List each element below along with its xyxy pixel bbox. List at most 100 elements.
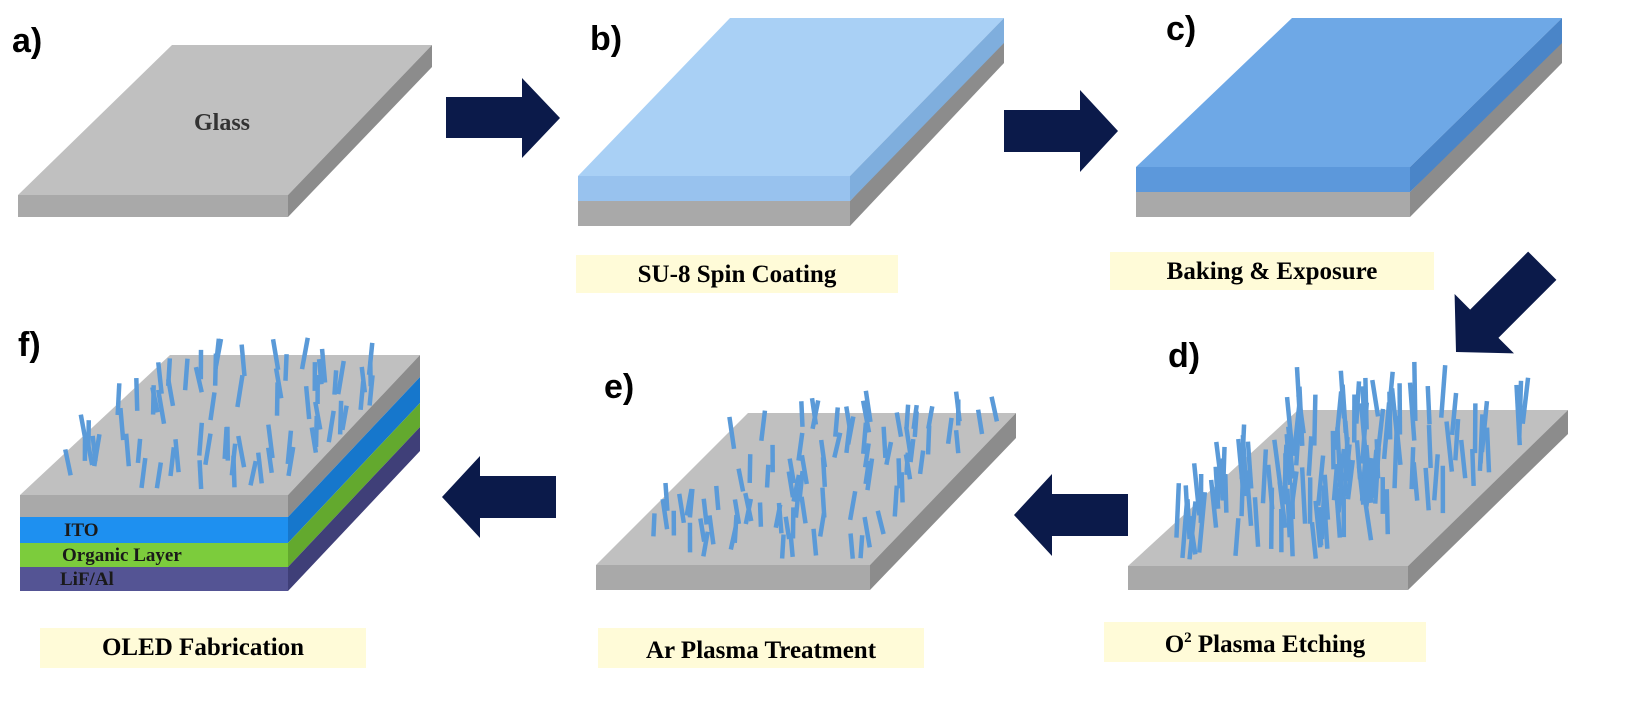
e-nanopillar bbox=[820, 487, 827, 518]
d-nanopillar bbox=[1239, 424, 1247, 479]
d-nanopillar bbox=[1333, 483, 1343, 538]
step-d-caption-prefix: O bbox=[1165, 631, 1184, 658]
f-nanopillar bbox=[316, 358, 324, 385]
f-nanopillar bbox=[332, 370, 339, 395]
e-nanopillar bbox=[904, 404, 911, 428]
e-nanopillar bbox=[945, 417, 954, 445]
f-glass-side-face bbox=[288, 355, 420, 517]
d-nanopillar bbox=[1364, 444, 1374, 504]
e-nanopillar bbox=[881, 426, 888, 459]
f-nanopillar bbox=[63, 449, 73, 476]
d-nanopillar bbox=[1286, 426, 1296, 479]
step-c-label: c) bbox=[1166, 10, 1196, 48]
f-nanopillar bbox=[358, 380, 366, 411]
d-nanopillar bbox=[1289, 482, 1296, 520]
arrow-a-to-b bbox=[446, 78, 560, 158]
e-nanopillar bbox=[773, 504, 783, 529]
e-nanopillar bbox=[953, 430, 961, 454]
e-nanopillar bbox=[787, 458, 797, 484]
f-nanopillar bbox=[286, 446, 296, 477]
e-nanopillar bbox=[727, 416, 737, 450]
step-b-caption-box bbox=[576, 255, 898, 293]
step-e-label: e) bbox=[604, 368, 634, 406]
f-nanopillar bbox=[166, 378, 176, 407]
e-nanopillar bbox=[796, 432, 805, 461]
step-c-caption-box bbox=[1110, 252, 1434, 290]
step-e-caption-box bbox=[598, 628, 924, 668]
d-nanopillar bbox=[1187, 501, 1198, 560]
cathode-layer-label: LiF/Al bbox=[60, 569, 114, 590]
d-nanopillar bbox=[1343, 444, 1352, 482]
f-nanopillar bbox=[283, 354, 289, 381]
e-nanopillar bbox=[865, 458, 875, 491]
f-nanopillar bbox=[173, 439, 181, 473]
organic-layer-label: Organic Layer bbox=[62, 545, 182, 566]
d-nanopillar bbox=[1438, 365, 1448, 418]
e-nanopillar bbox=[892, 485, 900, 517]
e-nanopillar bbox=[848, 533, 856, 559]
e-nanopillar bbox=[743, 492, 754, 522]
d-nanopillar bbox=[1384, 489, 1391, 535]
step-e-ar-plasma: e) Ar Plasma Treatment bbox=[596, 368, 1016, 668]
e-nanopillar bbox=[917, 450, 926, 475]
step-c-caption: Baking & Exposure bbox=[1167, 258, 1378, 285]
e-nanopillar bbox=[799, 496, 808, 524]
d-nanopillar bbox=[1284, 433, 1293, 486]
e-nanopillar bbox=[811, 528, 819, 556]
step-f-caption: OLED Fabrication bbox=[102, 634, 304, 661]
f-nanopillar bbox=[135, 438, 143, 464]
d-nanopillar bbox=[1265, 464, 1275, 510]
e-slab-front-face bbox=[596, 565, 870, 590]
f-nanopillar bbox=[118, 407, 126, 441]
e-nanopillar bbox=[809, 397, 819, 425]
e-nanopillar bbox=[858, 535, 865, 559]
d-nanopillar bbox=[1322, 474, 1331, 520]
step-b-caption: SU-8 Spin Coating bbox=[638, 261, 837, 288]
e-nanopillar bbox=[989, 396, 1000, 422]
exposed-su8-side-face bbox=[1410, 18, 1562, 192]
d-slab-side-face bbox=[1408, 410, 1568, 590]
step-d-label: d) bbox=[1168, 337, 1200, 375]
step-f-oled: ITO Organic Layer LiF/Al f) OLED Fabrica… bbox=[18, 326, 420, 668]
d-nanopillar bbox=[1174, 483, 1182, 538]
f-nanopillar bbox=[319, 348, 328, 383]
f-nanopillar bbox=[299, 337, 310, 370]
d-nanopillar bbox=[1412, 361, 1418, 422]
step-d-caption: O2 Plasma Etching bbox=[1165, 630, 1366, 658]
step-d-plasma-etching: d) O2 Plasma Etching bbox=[1104, 337, 1568, 662]
d-nanopillar bbox=[1425, 385, 1432, 425]
su8-side-face bbox=[850, 18, 1004, 201]
d-nanopillar bbox=[1478, 417, 1486, 464]
d-nanopillar bbox=[1272, 439, 1283, 485]
e-nanopillar bbox=[701, 498, 709, 525]
e-nanopillar bbox=[884, 441, 894, 466]
f-nanopillar bbox=[139, 457, 148, 489]
step-f-label: f) bbox=[18, 326, 41, 364]
step-a-glass: a) Glass bbox=[12, 22, 432, 217]
e-nanopillar bbox=[862, 516, 872, 548]
e-nanopillar bbox=[863, 390, 873, 423]
e-nanopillar bbox=[847, 490, 858, 521]
arrow-e-to-f bbox=[442, 456, 556, 538]
d-nanopillar bbox=[1449, 392, 1459, 436]
d-nanopillar bbox=[1470, 448, 1476, 487]
d-nanopillar bbox=[1330, 430, 1336, 470]
f-nanopillar bbox=[248, 460, 258, 486]
e-nanopillar bbox=[926, 405, 935, 430]
step-c-baking-exposure: c) Baking & Exposure bbox=[1110, 10, 1562, 290]
d-nanopillar bbox=[1214, 441, 1225, 491]
e-nanopillar bbox=[860, 422, 869, 454]
e-nanopillar bbox=[860, 400, 872, 433]
step-b-spin-coating: b) SU-8 Spin Coating bbox=[576, 18, 1004, 293]
e-nanopillar bbox=[863, 460, 872, 485]
glass-side-face bbox=[288, 45, 432, 217]
e-nanopillar bbox=[714, 485, 721, 511]
f-nanopillar bbox=[303, 386, 312, 420]
e-nanopillar bbox=[757, 502, 764, 527]
f-nanopillar bbox=[182, 358, 190, 391]
e-nanopillar bbox=[896, 458, 902, 489]
f-nanopillar bbox=[156, 362, 164, 394]
ito-front-face bbox=[20, 517, 288, 543]
d-nanopillar bbox=[1245, 441, 1254, 489]
f-nanopillar bbox=[274, 382, 280, 416]
